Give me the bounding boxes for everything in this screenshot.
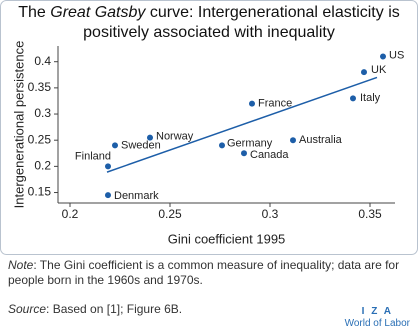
y-tick-label: 0.15	[28, 185, 52, 199]
y-axis-title: Intergenerational persistence	[11, 41, 26, 209]
y-tick-label: 0.3	[34, 106, 51, 120]
point	[147, 134, 153, 141]
point-label: Sweden	[121, 139, 161, 151]
x-axis-title: Gini coefficient 1995	[168, 231, 286, 246]
chart-title: The Great Gatsby curve: Intergenerationa…	[4, 3, 414, 43]
point	[290, 137, 296, 144]
x-tick-label: 0.2	[62, 207, 79, 221]
trend-line	[106, 76, 378, 173]
note-label: Note	[8, 258, 34, 272]
note: Note: The Gini coefficient is a common m…	[8, 258, 412, 288]
title-part: positively associated with inequality	[83, 24, 335, 41]
point-label: Canada	[250, 149, 289, 161]
point-label: Australia	[299, 134, 343, 146]
point	[105, 192, 111, 199]
point-label: UK	[371, 64, 387, 76]
x-tick-label: 0.3	[262, 207, 279, 221]
logo: I Z A World of Labor	[345, 306, 410, 330]
logo-name: I Z A	[361, 306, 393, 317]
x-tick-label: 0.25	[158, 207, 182, 221]
point	[380, 53, 386, 60]
point	[350, 95, 356, 102]
point	[249, 100, 255, 107]
source: Source: Based on [1]; Figure 6B.	[8, 302, 308, 317]
logo-subtitle: World of Labor	[344, 318, 410, 329]
title-part: The	[18, 4, 51, 21]
source-label: Source	[8, 302, 47, 316]
point	[219, 142, 225, 149]
source-text: : Based on [1]; Figure 6B.	[46, 302, 183, 316]
y-tick-label: 0.4	[34, 54, 51, 68]
title-part: curve: Intergenerational elasticity is	[145, 4, 400, 21]
point-label: Denmark	[114, 190, 159, 202]
point	[105, 163, 111, 170]
x-tick-label: 0.35	[358, 207, 382, 221]
point-label: Norway	[156, 130, 194, 142]
point	[361, 69, 367, 76]
y-tick-label: 0.2	[34, 159, 51, 173]
point-label: France	[258, 97, 292, 109]
note-text: : The Gini coefficient is a common measu…	[8, 258, 400, 287]
point-label: Germany	[227, 137, 273, 149]
point-label: Finland	[75, 150, 111, 162]
title-part: Great Gatsby	[50, 4, 146, 21]
y-tick-label: 0.35	[28, 80, 52, 94]
point-label: Italy	[360, 92, 381, 104]
point	[112, 142, 118, 149]
point	[241, 150, 247, 157]
y-tick-label: 0.25	[28, 132, 52, 146]
point-label: US	[389, 49, 404, 61]
